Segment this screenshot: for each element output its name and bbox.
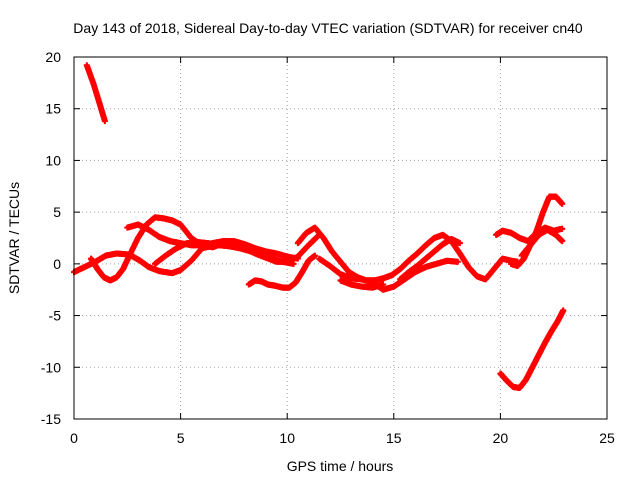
plot-frame	[73, 56, 608, 420]
y-tick-label: -15	[41, 411, 61, 427]
data-point	[290, 260, 297, 267]
series-sat-e	[152, 239, 297, 267]
data-point	[314, 233, 321, 240]
y-tick-label: 5	[53, 204, 61, 220]
x-tick-label: 5	[177, 430, 185, 446]
x-tick-label: 20	[493, 430, 509, 446]
data-point	[101, 118, 108, 125]
y-tick-label: 20	[45, 49, 61, 65]
x-tick-label: 0	[70, 430, 78, 446]
x-tick-label: 25	[599, 430, 615, 446]
data-point	[559, 200, 566, 207]
y-tick-label: 0	[53, 256, 61, 272]
ticks	[73, 56, 608, 420]
x-tick-label: 15	[386, 430, 402, 446]
series-sat-f	[245, 252, 318, 291]
data-point	[380, 281, 387, 288]
x-axis-label: GPS time / hours	[287, 458, 394, 474]
series-sat-n	[497, 307, 567, 391]
data-point	[559, 238, 566, 245]
data-point	[560, 307, 567, 314]
data-point	[559, 225, 566, 232]
series-sat-m	[518, 226, 566, 259]
chart-title: Day 143 of 2018, Sidereal Day-to-day VTE…	[73, 20, 583, 36]
series-sat-g	[294, 224, 521, 284]
data-point	[294, 255, 301, 262]
series-sat-d	[124, 221, 301, 262]
y-tick-label: 10	[45, 152, 61, 168]
series-sat-a	[83, 62, 108, 125]
x-tick-label: 10	[279, 430, 295, 446]
data-point	[311, 252, 318, 259]
data-point	[454, 258, 461, 265]
series-sat-j	[397, 236, 463, 283]
series-sat-h	[316, 255, 461, 293]
y-tick-label: -10	[41, 359, 61, 375]
x-tick-labels: 0 5 10 15 20 25	[70, 430, 615, 446]
y-tick-label: -5	[49, 308, 62, 324]
data-points	[71, 62, 567, 391]
data-point	[456, 240, 463, 247]
series-sat-i	[337, 277, 387, 291]
y-tick-labels: -15 -10 -5 0 5 10 15 20	[41, 49, 61, 427]
series-sat-l	[508, 193, 566, 269]
y-tick-label: 15	[45, 101, 61, 117]
y-axis-label: SDTVAR / TECUs	[6, 182, 22, 294]
